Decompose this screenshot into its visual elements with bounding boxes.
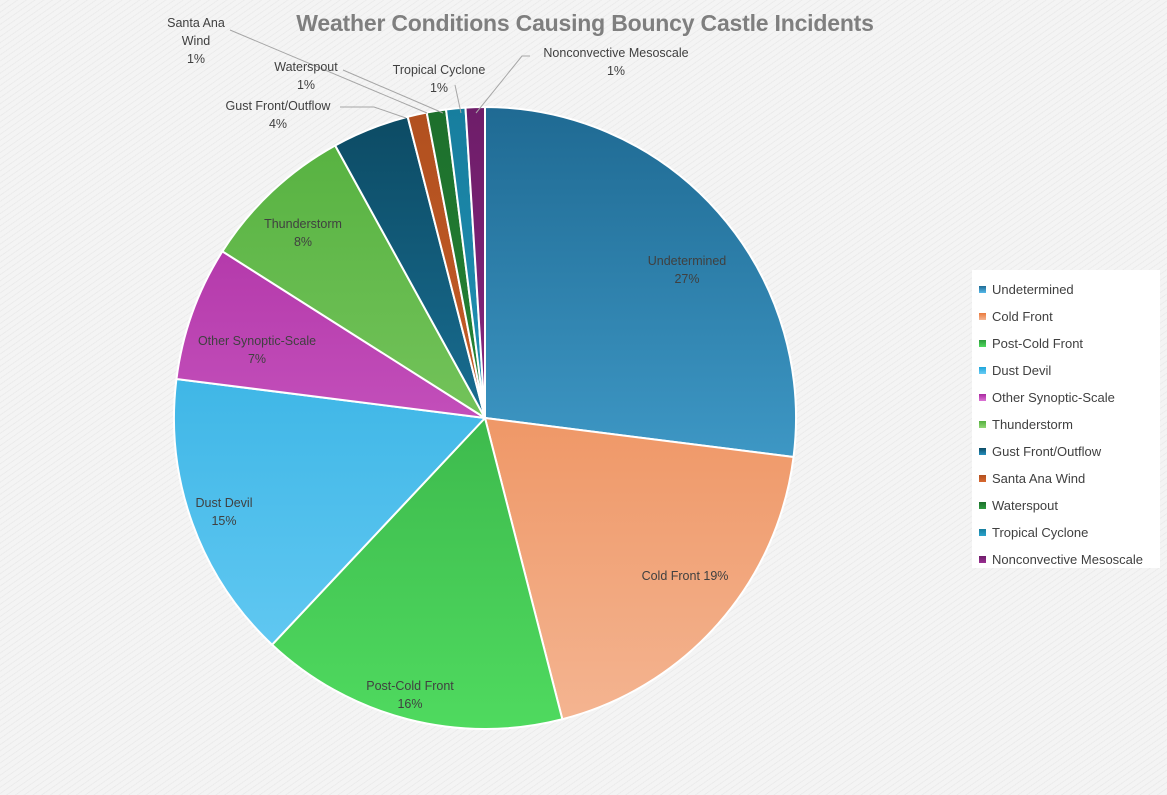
legend-label: Santa Ana Wind — [992, 471, 1086, 486]
data-label-tropical-cyclone: Tropical Cyclone 1% — [393, 63, 486, 95]
legend-swatch — [979, 313, 986, 320]
legend-swatch — [979, 502, 986, 509]
legend-item-santa-ana-wind[interactable]: Santa Ana Wind — [979, 465, 1160, 492]
data-label-nonconvective-mesoscale: Nonconvective Mesoscale 1% — [543, 46, 688, 78]
legend-label: Cold Front — [992, 309, 1053, 324]
legend-item-other-synoptic-scale[interactable]: Other Synoptic-Scale — [979, 384, 1160, 411]
data-label-undetermined: Undetermined 27% — [648, 254, 727, 286]
legend-label: Post-Cold Front — [992, 336, 1084, 351]
leader-line-tropical-cyclone — [454, 84, 462, 114]
legend-swatch — [979, 394, 986, 401]
legend-item-post-cold-front[interactable]: Post-Cold Front — [979, 330, 1160, 357]
legend-item-gust-front-outflow[interactable]: Gust Front/Outflow — [979, 438, 1160, 465]
legend-label: Tropical Cyclone — [992, 525, 1089, 540]
data-label-other-synoptic-scale: Other Synoptic-Scale 7% — [198, 334, 316, 366]
leader-line-nonconvective-mesoscale — [475, 55, 530, 114]
leader-line-santa-ana-wind — [229, 29, 428, 114]
legend-swatch — [979, 448, 986, 455]
pie-slice-nonconvective-mesoscale[interactable] — [464, 105, 486, 419]
legend-swatch — [979, 556, 986, 563]
pie-slice-post-cold-front[interactable] — [270, 415, 564, 730]
data-label-dust-devil: Dust Devil 15% — [196, 496, 253, 528]
legend-swatch — [979, 286, 986, 293]
legend-item-waterspout[interactable]: Waterspout — [979, 492, 1160, 519]
pie-slice-other-synoptic-scale[interactable] — [175, 249, 486, 419]
data-label-post-cold-front: Post-Cold Front 16% — [366, 679, 454, 711]
legend-item-tropical-cyclone[interactable]: Tropical Cyclone — [979, 519, 1160, 546]
legend-swatch — [979, 529, 986, 536]
legend-swatch — [979, 340, 986, 347]
leader-line-gust-front-outflow — [340, 106, 407, 119]
legend-label: Thunderstorm — [992, 417, 1073, 432]
legend-item-dust-devil[interactable]: Dust Devil — [979, 357, 1160, 384]
pie-slice-thunderstorm[interactable] — [221, 144, 486, 419]
legend-label: Nonconvective Mesoscale — [992, 552, 1144, 567]
legend-label: Gust Front/Outflow — [992, 444, 1102, 459]
data-label-waterspout: Waterspout 1% — [274, 60, 338, 92]
legend-label: Undetermined — [992, 282, 1074, 297]
legend-item-undetermined[interactable]: Undetermined — [979, 276, 1160, 303]
chart-title: Weather Conditions Causing Bouncy Castle… — [296, 10, 874, 36]
pie-slice-dust-devil[interactable] — [173, 377, 488, 647]
pie-slice-undetermined[interactable] — [484, 105, 797, 459]
legend-item-thunderstorm[interactable]: Thunderstorm — [979, 411, 1160, 438]
pie-slice-cold-front[interactable] — [483, 416, 795, 721]
legend: Undetermined Cold Front Post-Cold Front Dus… — [972, 270, 1160, 568]
legend-swatch — [979, 421, 986, 428]
legend-swatch — [979, 367, 986, 374]
data-label-santa-ana-wind: Santa Ana Wind 1% — [167, 16, 225, 66]
legend-label: Dust Devil — [992, 363, 1052, 378]
legend-label: Other Synoptic-Scale — [992, 390, 1115, 405]
data-label-thunderstorm: Thunderstorm 8% — [264, 217, 342, 249]
legend-swatch — [979, 475, 986, 482]
data-label-gust-front-outflow: Gust Front/Outflow 4% — [226, 99, 332, 131]
legend-label: Waterspout — [992, 498, 1058, 513]
legend-item-cold-front[interactable]: Cold Front — [979, 303, 1160, 330]
leader-line-waterspout — [342, 69, 444, 114]
legend-item-nonconvective-mesoscale[interactable]: Nonconvective Mesoscale — [979, 546, 1160, 573]
data-label-cold-front: Cold Front 19% — [642, 569, 729, 583]
